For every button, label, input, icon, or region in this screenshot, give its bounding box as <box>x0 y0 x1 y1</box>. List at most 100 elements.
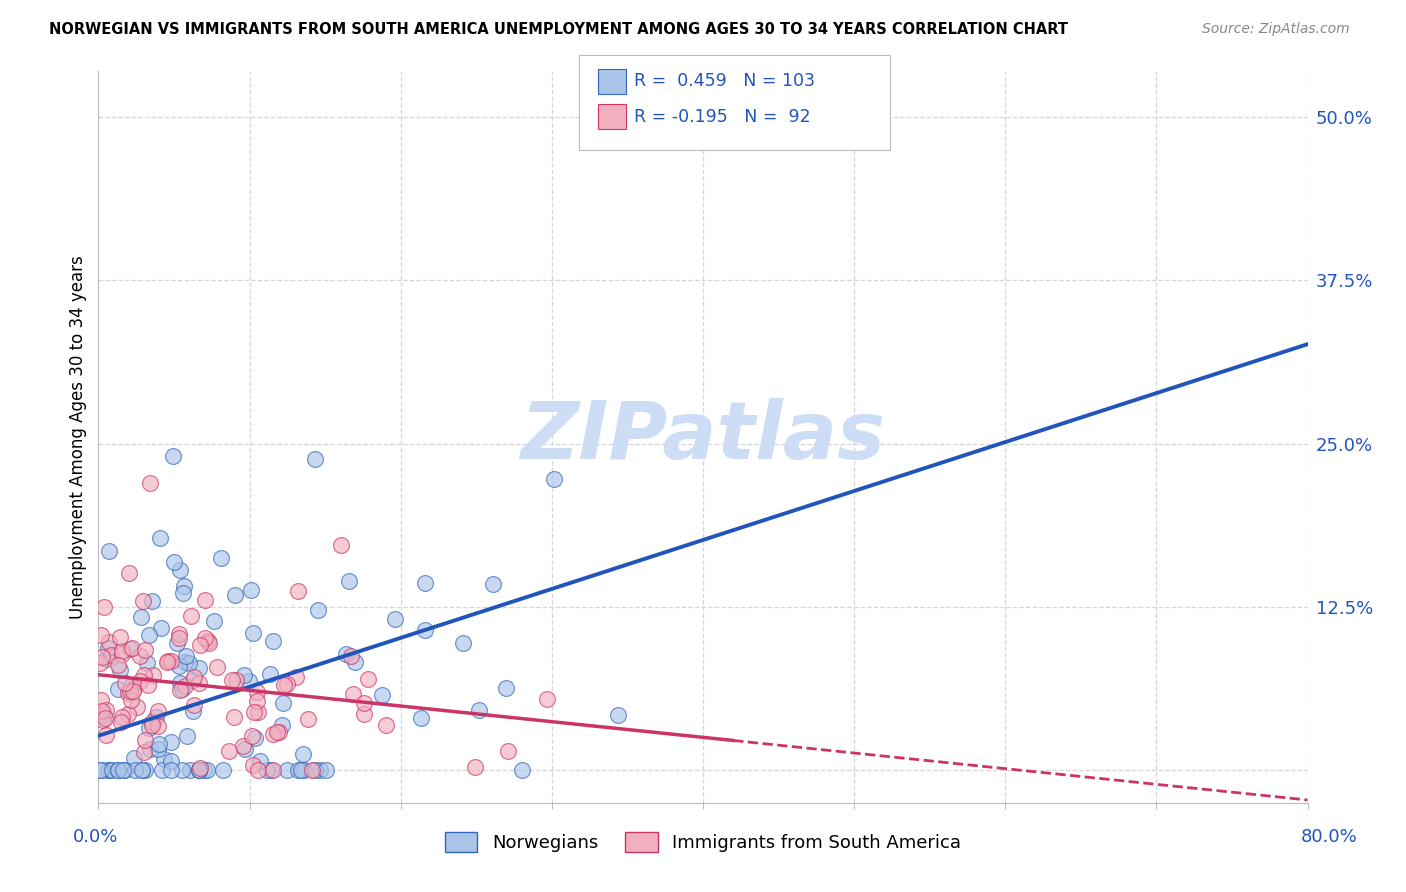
Point <box>169 683 191 698</box>
Point <box>243 705 266 719</box>
Point <box>118 566 141 580</box>
Point <box>100 763 122 777</box>
Point <box>118 641 141 656</box>
Point <box>342 687 364 701</box>
Point <box>536 691 558 706</box>
Point <box>111 710 134 724</box>
Point <box>344 655 367 669</box>
Point <box>260 763 283 777</box>
Point <box>375 717 398 731</box>
Point <box>194 593 217 607</box>
Point <box>240 583 263 598</box>
Point <box>163 555 186 569</box>
Text: 0.0%: 0.0% <box>73 828 118 846</box>
Point <box>146 742 169 756</box>
Point <box>181 704 204 718</box>
Point <box>90 649 112 664</box>
Point <box>125 700 148 714</box>
Point <box>97 763 120 777</box>
Point <box>188 676 211 690</box>
Point <box>194 631 217 645</box>
Point <box>329 538 352 552</box>
Point <box>173 579 195 593</box>
Point <box>482 577 505 591</box>
Point <box>371 688 394 702</box>
Point <box>134 745 156 759</box>
Point <box>150 621 173 635</box>
Point <box>384 612 406 626</box>
Point <box>149 532 172 546</box>
Point <box>357 673 380 687</box>
Point <box>301 763 323 777</box>
Point <box>107 682 129 697</box>
Point <box>142 668 165 682</box>
Point <box>146 704 169 718</box>
Point <box>111 647 134 661</box>
Point <box>240 730 263 744</box>
Point <box>415 623 437 637</box>
Point <box>606 708 628 723</box>
Point <box>107 763 129 777</box>
Point <box>292 747 315 761</box>
Point <box>271 718 294 732</box>
Point <box>202 614 225 628</box>
Point <box>134 642 156 657</box>
Point <box>187 763 209 777</box>
Point <box>124 763 146 777</box>
Point <box>468 703 491 717</box>
Point <box>232 739 254 753</box>
Point <box>335 647 357 661</box>
Point <box>97 641 120 656</box>
Point <box>108 663 131 677</box>
Point <box>90 627 112 641</box>
Point <box>121 640 143 655</box>
Point <box>117 707 139 722</box>
Point <box>156 655 179 669</box>
Point <box>284 670 307 684</box>
Point <box>131 763 153 777</box>
Point <box>131 763 153 777</box>
Point <box>145 710 167 724</box>
Point <box>188 761 211 775</box>
Point <box>269 725 291 739</box>
Point <box>150 763 173 777</box>
Point <box>233 667 256 681</box>
Point <box>169 563 191 577</box>
Point <box>172 586 194 600</box>
Point <box>276 763 298 777</box>
Point <box>169 676 191 690</box>
Legend: Norwegians, Immigrants from South America: Norwegians, Immigrants from South Americ… <box>437 825 969 860</box>
Point <box>110 714 132 729</box>
Point <box>141 594 163 608</box>
Point <box>120 679 142 693</box>
Point <box>242 626 264 640</box>
Point <box>266 725 288 739</box>
Point <box>304 763 326 777</box>
Point <box>141 714 163 729</box>
Point <box>120 692 142 706</box>
Point <box>259 666 281 681</box>
Point <box>132 594 155 608</box>
Text: R = -0.195   N =  92: R = -0.195 N = 92 <box>634 108 811 126</box>
Point <box>495 681 517 695</box>
Point <box>138 742 160 756</box>
Point <box>224 588 246 602</box>
Point <box>148 737 170 751</box>
Point <box>97 635 120 649</box>
Point <box>98 544 121 558</box>
Point <box>188 660 211 674</box>
Point <box>183 670 205 684</box>
Point <box>100 648 122 663</box>
Point <box>221 673 243 688</box>
Point <box>170 763 193 777</box>
Point <box>176 729 198 743</box>
Point <box>543 472 565 486</box>
Point <box>496 744 519 758</box>
Point <box>287 584 309 599</box>
Point <box>304 451 326 466</box>
Point <box>243 731 266 745</box>
Text: R =  0.459   N = 103: R = 0.459 N = 103 <box>634 72 815 90</box>
Point <box>246 693 269 707</box>
Point <box>181 673 204 687</box>
Point <box>174 656 197 670</box>
